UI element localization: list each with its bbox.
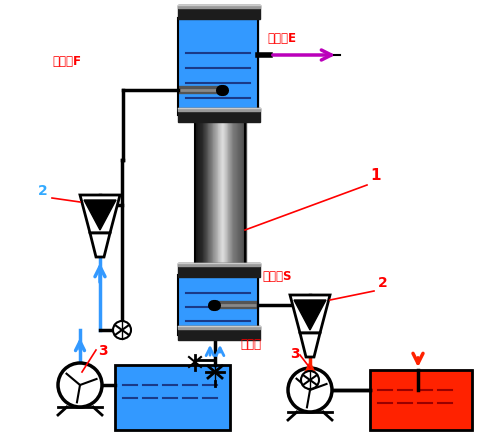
Bar [229,120,230,295]
Bar [178,18,258,115]
Bar [197,120,199,295]
Text: 2: 2 [38,184,48,198]
Polygon shape [84,200,116,230]
Text: 萃取相E: 萃取相E [267,32,296,45]
Bar [178,108,260,122]
Bar [208,120,210,295]
Bar [205,120,206,295]
Bar [178,275,258,335]
Bar [238,120,239,295]
Bar [216,120,217,295]
Bar [243,120,245,295]
Bar [220,120,221,295]
Bar [238,120,240,295]
Bar [178,326,260,329]
Bar [242,120,243,295]
Bar [232,120,233,295]
Bar [207,120,208,295]
Bar [204,120,206,295]
Bar [225,120,227,295]
Bar [370,370,472,430]
Bar [199,120,200,295]
Bar [222,120,223,295]
Bar [234,120,236,295]
Text: 1: 1 [370,168,380,183]
Text: 原料液F: 原料液F [52,55,81,68]
Bar [242,120,244,295]
Bar [178,275,258,335]
Bar [178,108,260,111]
Bar [221,120,222,295]
Bar [218,120,220,295]
Bar [178,18,258,115]
Bar [231,120,232,295]
Bar [212,120,213,295]
Polygon shape [290,295,330,333]
Bar [202,120,203,295]
Bar [214,120,215,295]
Bar [178,326,260,340]
Bar [237,120,238,295]
Bar [211,120,212,295]
Bar [227,120,229,295]
Bar [241,120,242,295]
Bar [223,120,225,295]
Bar [178,263,260,277]
Bar [203,120,205,295]
Bar [212,120,214,295]
Circle shape [288,368,332,412]
Bar [115,365,230,430]
Bar [202,120,204,295]
Bar [244,120,245,295]
Bar [208,120,209,295]
Bar [227,120,228,295]
Circle shape [301,371,319,389]
Bar [210,120,212,295]
Polygon shape [294,300,326,330]
Text: 2: 2 [378,276,388,290]
Bar [195,120,245,295]
Bar [115,365,230,430]
Bar [178,5,260,19]
Bar [200,120,201,295]
Text: 3: 3 [290,347,300,361]
Bar [213,120,215,295]
Bar [217,120,219,295]
Text: 3: 3 [98,344,107,358]
Bar [197,120,198,295]
Bar [224,120,226,295]
Bar [239,120,241,295]
Bar [196,120,197,295]
Polygon shape [80,195,120,233]
Bar [178,5,260,8]
Bar [206,120,207,295]
Bar [201,120,202,295]
Polygon shape [300,333,320,357]
Bar [198,120,200,295]
Bar [240,120,242,295]
Bar [223,120,224,295]
Text: 萃余相: 萃余相 [240,338,261,351]
Bar [236,120,237,295]
Bar [217,120,218,295]
Bar [195,120,197,295]
Bar [370,370,472,430]
Bar [215,120,216,295]
Bar [235,120,236,295]
Bar [209,120,211,295]
Bar [230,120,231,295]
Circle shape [58,363,102,407]
Bar [219,120,221,295]
Bar [232,120,234,295]
Text: 萃取剂S: 萃取剂S [262,270,291,283]
Bar [226,120,227,295]
Bar [178,263,260,266]
Polygon shape [90,233,110,257]
Bar [228,120,230,295]
Bar [233,120,235,295]
Circle shape [113,321,131,339]
